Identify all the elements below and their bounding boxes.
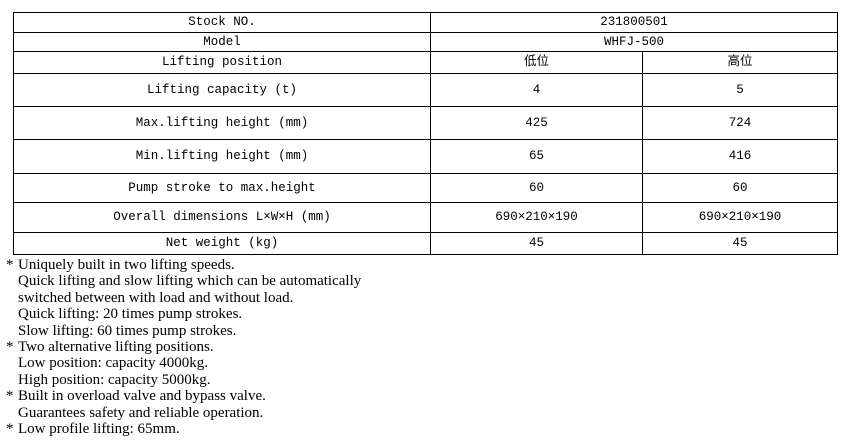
lifting-capacity-high: 5 (641, 73, 839, 107)
min-lifting-height-low: 65 (430, 139, 643, 174)
row-lifting-capacity: Lifting capacity (t) 4 5 (13, 73, 839, 107)
footnote-item: * Two alternative lifting positions. Low … (6, 339, 826, 388)
max-lifting-height-low: 425 (430, 106, 643, 140)
footnote-line: Quick lifting and slow lifting which can… (18, 273, 362, 290)
row-model: Model WHFJ-500 (13, 32, 839, 52)
footnote-line: * Built in overload valve and bypass valv… (6, 388, 826, 404)
max-lifting-height-high: 724 (641, 106, 839, 140)
asterisk-marker: * (6, 388, 14, 405)
net-weight-label: Net weight (kg) (13, 232, 431, 255)
pump-stroke-high: 60 (641, 173, 839, 203)
overall-dimensions-label: Overall dimensions L×W×H (mm) (13, 202, 431, 233)
pump-stroke-label: Pump stroke to max.height (13, 173, 431, 203)
net-weight-low: 45 (430, 232, 643, 255)
row-max-lifting-height: Max.lifting height (mm) 425 724 (13, 106, 839, 140)
row-overall-dimensions: Overall dimensions L×W×H (mm) 690×210×19… (13, 202, 839, 233)
model-value: WHFJ-500 (429, 32, 839, 52)
pump-stroke-low: 60 (430, 173, 643, 203)
footnote-text: Built in overload valve and bypass valve… (18, 388, 266, 405)
footnote-item: * Uniquely built in two lifting speeds. Q… (6, 257, 826, 339)
footnote-line: switched between with load and without l… (18, 289, 294, 306)
footnote-line: High position: capacity 5000kg. (18, 371, 211, 388)
footnote-item: * Built in overload valve and bypass valv… (6, 388, 826, 421)
footnote-line: Quick lifting: 20 times pump strokes. (18, 306, 243, 323)
row-stock-no: Stock NO. 231800501 (13, 12, 839, 33)
footnote-text: Two alternative lifting positions. (18, 339, 214, 356)
lifting-capacity-label: Lifting capacity (t) (13, 73, 431, 107)
net-weight-high: 45 (641, 232, 839, 255)
stock-no-label: Stock NO. (13, 12, 431, 33)
row-min-lifting-height: Min.lifting height (mm) 65 416 (13, 139, 839, 174)
lifting-position-label: Lifting position (13, 51, 431, 74)
footnotes: * Uniquely built in two lifting speeds. Q… (6, 257, 826, 437)
overall-dimensions-low: 690×210×190 (430, 202, 643, 233)
spec-table: Stock NO. 231800501 Model WHFJ-500 Lifti… (13, 12, 839, 255)
row-net-weight: Net weight (kg) 45 45 (13, 232, 839, 255)
row-lifting-position: Lifting position 低位 高位 (13, 51, 839, 74)
footnote-item: * Low profile lifting: 65mm. (6, 421, 826, 437)
asterisk-marker: * (6, 257, 14, 273)
asterisk-marker: * (6, 421, 14, 438)
asterisk-marker: * (6, 339, 14, 356)
high-position-header: 高位 (641, 51, 839, 74)
stock-no-value: 231800501 (429, 12, 839, 33)
low-position-header: 低位 (430, 51, 643, 74)
footnote-text: Uniquely built in two lifting speeds. (18, 257, 235, 273)
lifting-capacity-low: 4 (430, 73, 643, 107)
overall-dimensions-high: 690×210×190 (641, 202, 839, 233)
min-lifting-height-label: Min.lifting height (mm) (13, 139, 431, 174)
min-lifting-height-high: 416 (641, 139, 839, 174)
footnote-text: Low profile lifting: 65mm. (18, 421, 180, 438)
footnote-line: Guarantees safety and reliable operation… (18, 404, 264, 421)
row-pump-stroke: Pump stroke to max.height 60 60 (13, 173, 839, 203)
model-label: Model (13, 32, 431, 52)
max-lifting-height-label: Max.lifting height (mm) (13, 106, 431, 140)
footnote-line: * Uniquely built in two lifting speeds. (6, 257, 826, 273)
footnote-line: Low position: capacity 4000kg. (18, 355, 208, 372)
footnote-line: * Two alternative lifting positions. (6, 339, 826, 355)
footnote-line: * Low profile lifting: 65mm. (6, 421, 826, 437)
footnote-line: Slow lifting: 60 times pump strokes. (18, 322, 237, 339)
